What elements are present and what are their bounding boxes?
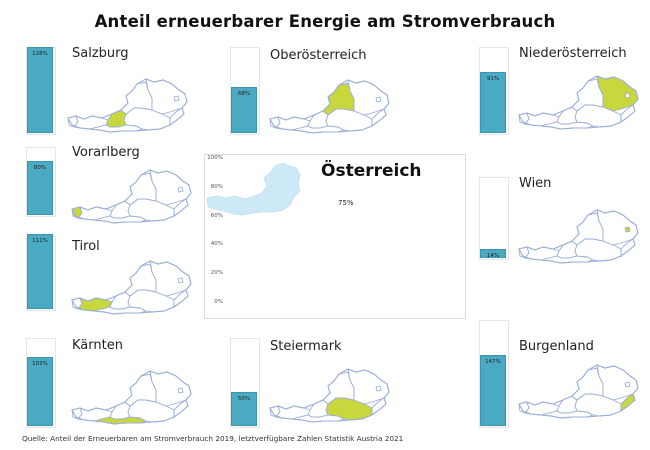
y-tick-20: 20%: [210, 270, 223, 276]
bar-steiermark: [231, 392, 257, 426]
region-name-oberoesterreich: Oberösterreich: [270, 48, 367, 63]
bar-vorarlberg: [27, 161, 53, 215]
austria-chart-title: Österreich: [321, 161, 422, 181]
map-steiermark: [269, 368, 390, 423]
bar-wien: [480, 248, 506, 258]
bar-tirol: [27, 234, 53, 309]
austria-outline: [269, 368, 390, 423]
y-tick-40: 40%: [210, 241, 223, 247]
y-tick-0: 0%: [214, 299, 223, 305]
bar-label-vorarlberg: 80%: [33, 165, 47, 172]
state-wien: [177, 186, 184, 193]
region-name-niederoesterreich: Niederösterreich: [519, 46, 627, 61]
bar-label-steiermark: 50%: [237, 396, 251, 403]
y-tick-100: 100%: [207, 155, 223, 161]
bar-label-kaernten: 103%: [32, 360, 48, 367]
state-wien: [624, 381, 631, 388]
region-name-tirol: Tirol: [72, 239, 100, 254]
austria-bar: [205, 223, 243, 331]
bar-label-oberoesterreich: 68%: [237, 91, 251, 98]
map-kaernten: [71, 370, 192, 425]
bar-kaernten: [27, 356, 53, 426]
austria-outline: [269, 79, 390, 134]
state-wien: [375, 385, 382, 392]
map-oberoesterreich: [269, 79, 390, 134]
austria-outline: [67, 78, 188, 133]
austria-outline: [71, 260, 192, 315]
bar-label-tirol: 111%: [32, 238, 48, 245]
bar-salzburg: [27, 47, 53, 133]
austria-bar-label: 75%: [338, 199, 354, 207]
chart-title: Anteil erneuerbarer Energie am Stromverb…: [94, 12, 556, 31]
map-niederoesterreich: [518, 75, 639, 130]
y-tick-80: 80%: [210, 184, 223, 190]
source-note: Quelle: Anteil der Erneuerbaren am Strom…: [22, 434, 404, 443]
bar-burgenland: [480, 354, 506, 426]
bar-frame: [26, 147, 56, 217]
state-wien: [375, 96, 382, 103]
austria-map: [206, 162, 301, 216]
bar-frame: [230, 47, 260, 135]
state-wien: [177, 277, 184, 284]
region-name-kaernten: Kärnten: [72, 338, 123, 353]
bar-niederoesterreich: [480, 71, 506, 133]
bar-frame: [479, 320, 509, 428]
region-name-wien: Wien: [519, 176, 552, 191]
austria-outline: [518, 75, 639, 130]
y-tick-60: 60%: [210, 213, 223, 219]
bar-frame: [479, 47, 509, 135]
bar-frame: [479, 177, 509, 260]
map-vorarlberg: [71, 169, 192, 224]
bar-frame: [26, 338, 56, 428]
bar-label-niederoesterreich: 91%: [486, 75, 500, 82]
state-wien-highlighted: [624, 226, 631, 233]
state-wien: [173, 95, 180, 102]
bar-label-wien: 14%: [486, 252, 500, 259]
bar-frame: [230, 338, 260, 428]
bar-label-salzburg: 128%: [32, 51, 48, 57]
bar-label-burgenland: 147%: [485, 358, 501, 365]
region-name-steiermark: Steiermark: [270, 339, 342, 354]
map-burgenland: [518, 364, 639, 419]
map-tirol: [71, 260, 192, 315]
map-wien: [518, 209, 639, 264]
bar-oberoesterreich: [231, 87, 257, 133]
austria-chart: Österreich 0% 20% 40% 60% 80% 100% 75%: [204, 154, 466, 319]
region-name-salzburg: Salzburg: [72, 46, 129, 61]
region-name-burgenland: Burgenland: [519, 339, 594, 354]
state-wien: [624, 92, 631, 99]
austria-outline: [71, 169, 192, 224]
austria-outline: [518, 209, 639, 264]
state-wien: [177, 387, 184, 394]
austria-outline: [518, 364, 639, 419]
region-name-vorarlberg: Vorarlberg: [72, 145, 140, 160]
austria-outline: [71, 370, 192, 425]
map-salzburg: [67, 78, 188, 133]
